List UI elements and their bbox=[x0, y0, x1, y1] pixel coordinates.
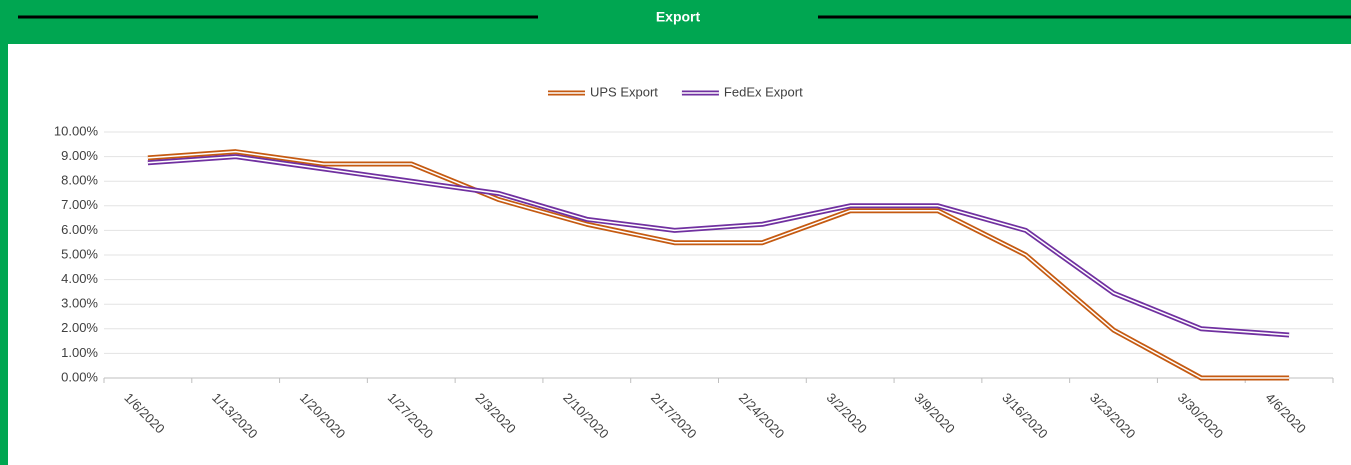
y-tick-label: 10.00% bbox=[54, 123, 99, 138]
x-tick-label: 2/17/2020 bbox=[648, 390, 700, 442]
series-line bbox=[147, 154, 1290, 338]
y-tick-label: 4.00% bbox=[61, 271, 98, 286]
y-tick-label: 8.00% bbox=[61, 173, 98, 188]
header-bar bbox=[0, 0, 1351, 44]
y-tick-label: 5.00% bbox=[61, 246, 98, 261]
y-tick-label: 3.00% bbox=[61, 296, 98, 311]
left-border bbox=[0, 0, 8, 465]
x-tick-label: 3/2/2020 bbox=[824, 390, 870, 436]
series-line-inner bbox=[147, 155, 1290, 336]
series-line bbox=[147, 149, 1290, 381]
header-title: Export bbox=[656, 9, 701, 25]
x-tick-label: 1/6/2020 bbox=[121, 390, 167, 436]
y-tick-label: 6.00% bbox=[61, 222, 98, 237]
x-tick-label: 2/24/2020 bbox=[736, 390, 788, 442]
legend-label: UPS Export bbox=[590, 84, 658, 99]
legend-label: FedEx Export bbox=[724, 84, 803, 99]
x-tick-label: 4/6/2020 bbox=[1263, 390, 1309, 436]
x-tick-label: 1/20/2020 bbox=[297, 390, 349, 442]
x-tick-label: 3/16/2020 bbox=[999, 390, 1051, 442]
x-tick-label: 1/27/2020 bbox=[385, 390, 437, 442]
y-tick-label: 2.00% bbox=[61, 320, 98, 335]
y-tick-label: 9.00% bbox=[61, 148, 98, 163]
x-tick-label: 3/30/2020 bbox=[1175, 390, 1227, 442]
y-tick-label: 7.00% bbox=[61, 197, 98, 212]
x-tick-label: 3/9/2020 bbox=[911, 390, 957, 436]
series-line-inner bbox=[147, 150, 1290, 379]
x-tick-label: 3/23/2020 bbox=[1087, 390, 1139, 442]
y-tick-label: 0.00% bbox=[61, 369, 98, 384]
x-tick-label: 2/10/2020 bbox=[560, 390, 612, 442]
x-tick-label: 2/3/2020 bbox=[472, 390, 518, 436]
x-tick-label: 1/13/2020 bbox=[209, 390, 261, 442]
y-tick-label: 1.00% bbox=[61, 345, 98, 360]
